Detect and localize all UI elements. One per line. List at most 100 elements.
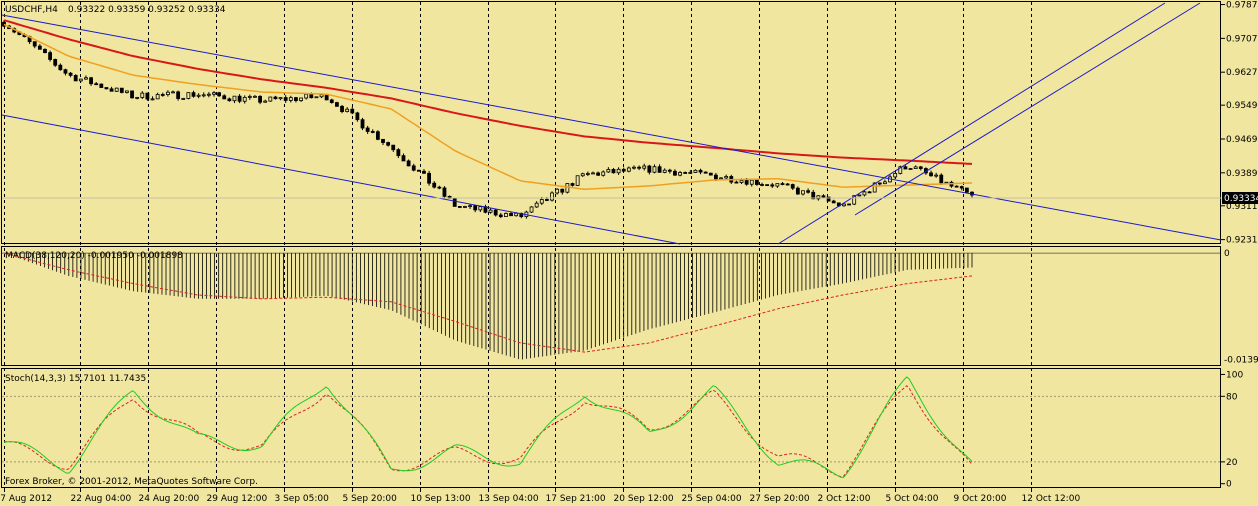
time-axis-label: 5 Sep 20:00 xyxy=(343,494,398,504)
price-candle xyxy=(335,102,339,107)
current-price-value: 0.93334 xyxy=(1224,194,1258,204)
channel-lower-line[interactable] xyxy=(1,114,681,245)
price-candle xyxy=(94,83,99,86)
price-candle xyxy=(570,183,575,186)
price-candle xyxy=(847,203,851,206)
price-candle xyxy=(109,88,114,92)
price-panel-frame xyxy=(1,1,1221,244)
price-candle xyxy=(703,171,708,174)
time-axis-label: 9 Oct 20:00 xyxy=(954,494,1007,504)
time-axis-label: 17 Aug 2012 xyxy=(0,494,52,504)
time-axis-label: 27 Sep 20:00 xyxy=(750,494,810,504)
price-candle xyxy=(539,199,544,204)
price-candle xyxy=(324,94,329,101)
time-axis-label: 13 Sep 04:00 xyxy=(479,494,539,504)
price-candle xyxy=(801,190,805,195)
price-candle xyxy=(724,176,729,179)
price-candle xyxy=(560,188,565,193)
price-candle xyxy=(350,108,355,114)
price-candle xyxy=(396,149,401,157)
price-candle xyxy=(381,138,385,143)
price-candle xyxy=(258,95,262,103)
price-candle xyxy=(678,172,682,176)
price-candle xyxy=(468,205,472,208)
price-candle xyxy=(908,168,913,170)
price-candle xyxy=(319,94,324,98)
trend-channel[interactable] xyxy=(1,2,1222,245)
price-candle xyxy=(165,91,170,96)
price-candle xyxy=(795,187,800,195)
price-candle xyxy=(673,170,677,176)
price-candle xyxy=(314,96,319,99)
price-candle xyxy=(68,72,73,76)
price-candle xyxy=(488,209,493,213)
price-candle xyxy=(760,184,764,186)
price-candle xyxy=(964,187,969,193)
macd-axis-label: 0 xyxy=(1224,249,1230,259)
price-candle xyxy=(181,98,186,100)
price-candle xyxy=(411,165,416,171)
ohlc-label: 0.93322 0.93359 0.93252 0.93334 xyxy=(68,5,226,15)
price-candle xyxy=(765,184,770,187)
price-candle xyxy=(662,169,667,173)
price-candle xyxy=(99,83,104,88)
price-candle xyxy=(504,213,508,218)
price-candle xyxy=(457,206,462,208)
price-candle xyxy=(770,184,775,187)
price-candle xyxy=(580,173,585,177)
price-candle xyxy=(929,172,933,177)
time-axis-label: 29 Aug 12:00 xyxy=(207,494,268,504)
price-candle xyxy=(191,92,196,97)
macd-axis-label: -0.013975 xyxy=(1224,355,1258,365)
price-candle xyxy=(826,196,831,202)
price-candle xyxy=(785,183,790,186)
price-candle xyxy=(790,184,795,189)
price-candle xyxy=(63,69,68,74)
price-candle xyxy=(831,200,836,204)
price-candle xyxy=(442,187,447,197)
time-axis-label: 12 Oct 12:00 xyxy=(1022,494,1081,504)
rising-channel-line-1[interactable] xyxy=(777,2,1166,245)
price-candle xyxy=(345,108,350,112)
time-axis-label: 17 Sep 21:00 xyxy=(546,494,606,504)
price-candle xyxy=(657,166,662,173)
price-candle xyxy=(73,74,78,82)
channel-upper-line[interactable] xyxy=(1,14,1222,241)
price-candle xyxy=(708,172,713,176)
price-candle xyxy=(89,77,93,85)
price-candle xyxy=(145,92,150,100)
price-candle xyxy=(155,94,160,100)
price-candle xyxy=(201,94,206,97)
price-candle xyxy=(683,172,688,174)
stoch-signal-line xyxy=(3,385,973,478)
price-candle xyxy=(893,173,898,178)
time-axis-label: 25 Sep 04:00 xyxy=(682,494,742,504)
price-candle xyxy=(355,112,360,121)
price-candle xyxy=(632,166,636,169)
macd-panel-frame xyxy=(1,246,1221,366)
price-candle xyxy=(268,96,273,102)
price-candle xyxy=(171,91,175,94)
price-candle xyxy=(693,169,698,173)
price-candle xyxy=(48,52,52,60)
price-candle xyxy=(867,191,872,194)
price-candle xyxy=(135,97,140,99)
time-axis: 17 Aug 2012 22 Aug 04:00 24 Aug 20:00 29 Au… xyxy=(0,488,1080,504)
price-candle xyxy=(493,209,498,216)
price-candle xyxy=(288,97,293,101)
price-candle xyxy=(913,166,918,169)
price-candle xyxy=(432,182,437,188)
rising-channel-line-2[interactable] xyxy=(854,2,1201,216)
price-candle xyxy=(514,212,519,217)
price-candle xyxy=(734,181,739,184)
price-candle xyxy=(775,183,780,187)
price-candle xyxy=(816,195,821,200)
price-candle xyxy=(534,202,539,208)
price-candle xyxy=(509,213,513,217)
price-candle xyxy=(934,174,939,177)
